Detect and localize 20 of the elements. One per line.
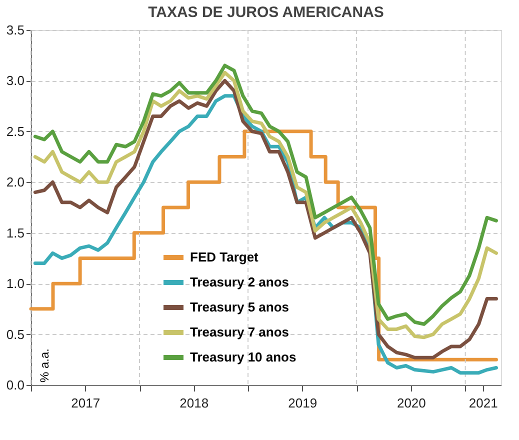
y-tick-label: 3.0 [6, 73, 24, 88]
y-tick-label: 0.5 [6, 326, 24, 342]
chart-title: TAXAS DE JUROS AMERICANAS [148, 4, 384, 21]
y-tick-label: 2.5 [6, 124, 24, 139]
x-tick-label: 2021 [468, 396, 498, 410]
x-tick-label: 2019 [288, 396, 318, 410]
x-tick-label: 2017 [71, 396, 100, 410]
y-tick-label: 2.0 [6, 174, 24, 190]
legend-label: Treasury 2 anos [190, 274, 289, 290]
y-tick-label: 0.0 [6, 378, 24, 392]
legend-label: Treasury 7 anos [190, 324, 289, 340]
y-axis-title: % a.a. [38, 348, 52, 383]
y-tick-label: 1.5 [6, 225, 24, 240]
legend-label: Treasury 10 anos [190, 350, 296, 364]
y-tick-label: 3.5 [6, 22, 24, 38]
x-tick-label: 2018 [180, 396, 209, 410]
x-tick-label: 2020 [396, 396, 426, 410]
y-tick-label: 1.0 [6, 276, 24, 292]
legend-label: Treasury 5 anos [190, 300, 289, 314]
legend-label: FED Target [190, 250, 260, 264]
